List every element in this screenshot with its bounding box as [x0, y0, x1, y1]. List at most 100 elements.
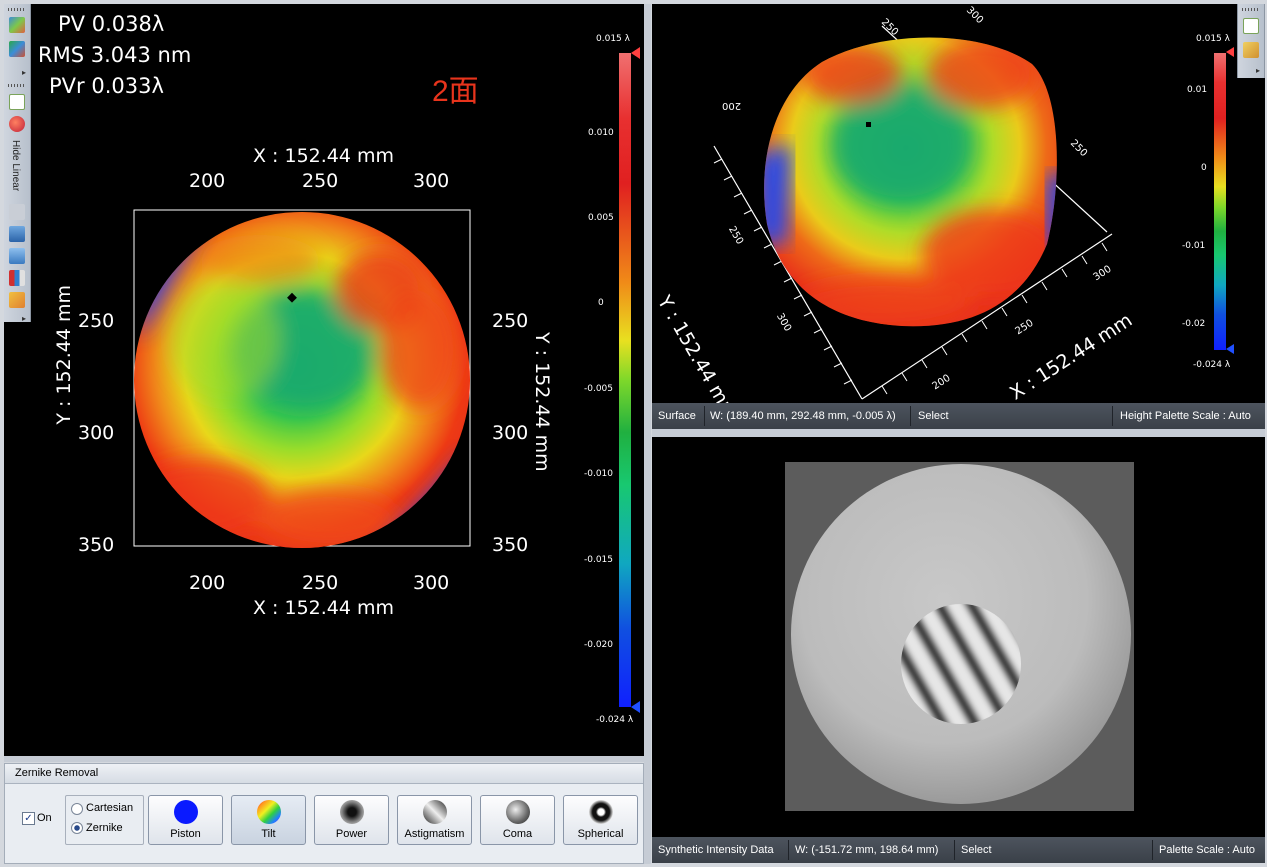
- status-tool[interactable]: Select: [961, 844, 992, 856]
- y-tick-right: 300: [492, 422, 529, 444]
- edit-icon[interactable]: [9, 292, 25, 308]
- image-icon[interactable]: [1243, 42, 1259, 58]
- power-button[interactable]: Power: [314, 795, 389, 845]
- toolbar-grip-2[interactable]: [8, 84, 26, 87]
- view3d-toolbar: ▸: [1237, 4, 1265, 78]
- coma-icon: [506, 800, 530, 824]
- palette-label: -0.005: [584, 384, 614, 394]
- cartesian-radio[interactable]: [71, 803, 83, 815]
- palette-label: -0.015: [584, 555, 614, 565]
- rms-value: RMS 3.043 nm: [38, 43, 192, 67]
- piston-icon: [174, 800, 198, 824]
- x-tick-top: 250: [302, 170, 339, 192]
- fit-view-icon[interactable]: [9, 94, 25, 110]
- status-tool[interactable]: Select: [918, 410, 949, 422]
- y-tick-right: 350: [492, 534, 529, 556]
- palette-label: -0.024 λ: [596, 715, 634, 725]
- pv-value: PV 0.038λ: [58, 12, 165, 36]
- expand-arrow-icon-2[interactable]: ▸: [22, 314, 27, 323]
- palette-label-3d: -0.01: [1182, 241, 1206, 251]
- palette-label-3d: 0: [1201, 163, 1207, 173]
- surface-3d-view[interactable]: [652, 4, 1212, 404]
- zernike-title: Zernike Removal: [15, 767, 99, 779]
- palette-max-marker-3d[interactable]: [1226, 47, 1234, 57]
- palette-min-marker-3d[interactable]: [1226, 344, 1234, 354]
- spherical-label: Spherical: [577, 828, 624, 840]
- chart-icon[interactable]: [9, 270, 25, 286]
- toolbar-grip[interactable]: [8, 8, 26, 11]
- piston-label: Piston: [170, 828, 201, 840]
- palette-min-marker[interactable]: [631, 701, 640, 713]
- axis-ticks-3d: [713, 158, 1108, 395]
- window-icon[interactable]: [9, 226, 25, 242]
- vertical-splitter[interactable]: [644, 4, 651, 864]
- zernike-title-bar: [5, 764, 643, 784]
- x-tick-bottom: 250: [302, 572, 339, 594]
- x-tick-bottom: 300: [413, 572, 450, 594]
- surface-map-2d[interactable]: [120, 200, 480, 560]
- spherical-icon: [589, 800, 613, 824]
- x-tick-bottom: 200: [189, 572, 226, 594]
- coma-button[interactable]: Coma: [480, 795, 555, 845]
- y-tick-right: 250: [492, 310, 529, 332]
- y-axis-label-right: Y : 152.44 mm: [531, 332, 553, 472]
- astigmatism-icon: [423, 800, 447, 824]
- palette-label-3d: -0.02: [1182, 319, 1206, 329]
- palette-label: 0: [598, 298, 604, 308]
- surface-label: 2面: [432, 75, 479, 108]
- hide-linear-label[interactable]: Hide Linear: [10, 140, 21, 192]
- palette-label-3d: 0.01: [1187, 85, 1208, 95]
- intensity-image[interactable]: [785, 462, 1134, 811]
- frame-icon[interactable]: [9, 248, 25, 264]
- palette-label: -0.020: [584, 640, 614, 650]
- fit-view-icon-3d[interactable]: [1243, 18, 1259, 34]
- spherical-button[interactable]: Spherical: [563, 795, 638, 845]
- palette-label: 0.010: [588, 128, 614, 138]
- horizontal-splitter[interactable]: [4, 756, 644, 762]
- tilt-icon: [257, 800, 281, 824]
- palette-label: 0.015 λ: [596, 34, 630, 44]
- zernike-radio[interactable]: [71, 822, 83, 834]
- right-horizontal-splitter[interactable]: [652, 429, 1265, 437]
- palette-label: -0.010: [584, 469, 614, 479]
- palette-icon[interactable]: [9, 116, 25, 132]
- y-tick-left: 250: [78, 310, 115, 332]
- x-axis-label-bottom: X : 152.44 mm: [253, 597, 395, 619]
- status-mode: Synthetic Intensity Data: [658, 844, 774, 856]
- palette-bar[interactable]: [619, 53, 631, 707]
- piston-button[interactable]: Piston: [148, 795, 223, 845]
- x-axis-label-top: X : 152.44 mm: [253, 145, 395, 167]
- surface-blob-3d: [764, 37, 1057, 327]
- pen-icon[interactable]: [9, 204, 25, 220]
- status-scale[interactable]: Height Palette Scale : Auto: [1120, 410, 1251, 422]
- view-3d-icon[interactable]: [9, 41, 25, 57]
- view-2d-icon[interactable]: [9, 17, 25, 33]
- pvr-value: PVr 0.033λ: [49, 74, 164, 98]
- mode-group: [65, 795, 144, 845]
- tilt-button[interactable]: Tilt: [231, 795, 306, 845]
- y-tick-left: 300: [78, 422, 115, 444]
- astigmatism-button[interactable]: Astigmatism: [397, 795, 472, 845]
- power-icon: [340, 800, 364, 824]
- status-scale[interactable]: Palette Scale : Auto: [1159, 844, 1256, 856]
- x-tick-top: 300: [413, 170, 450, 192]
- palette-max-marker[interactable]: [631, 47, 640, 59]
- expand-arrow-icon-3d[interactable]: ▸: [1256, 66, 1261, 75]
- power-label: Power: [335, 828, 368, 840]
- coma-label: Coma: [502, 828, 533, 840]
- y-axis-label-left: Y : 152.44 mm: [53, 285, 75, 425]
- x-tick-top: 200: [189, 170, 226, 192]
- intensity-status-bar: Synthetic Intensity Data W: (-151.72 mm,…: [652, 837, 1265, 863]
- surface-disk: [134, 212, 470, 548]
- status-coords: W: (189.40 mm, 292.48 mm, -0.005 λ): [710, 410, 896, 422]
- palette-label-3d: 0.015 λ: [1196, 34, 1230, 44]
- toolbar-grip-3d[interactable]: [1242, 8, 1260, 11]
- palette-bar-3d[interactable]: [1214, 53, 1226, 350]
- zernike-mode-label: Zernike: [86, 822, 123, 834]
- on-label: On: [37, 812, 52, 824]
- status-mode: Surface: [658, 410, 696, 422]
- on-checkbox[interactable]: ✓: [22, 812, 35, 825]
- left-toolbar: ▸ Hide Linear ▸: [4, 4, 31, 323]
- y-tick-left: 350: [78, 534, 115, 556]
- expand-arrow-icon[interactable]: ▸: [22, 68, 27, 77]
